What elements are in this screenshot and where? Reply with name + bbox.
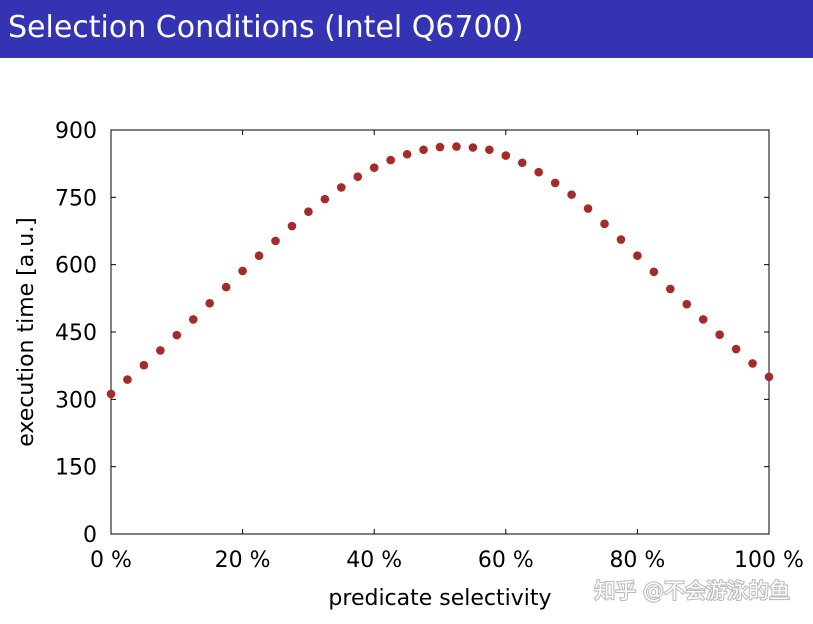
y-tick-label: 900 xyxy=(55,119,97,144)
data-point xyxy=(402,149,412,159)
data-point xyxy=(172,330,182,340)
data-point xyxy=(468,143,478,152)
data-point xyxy=(600,219,609,229)
data-point xyxy=(517,158,527,168)
y-tick-label: 600 xyxy=(55,254,97,279)
slide-title: Selection Conditions (Intel Q6700) xyxy=(8,10,524,45)
data-point xyxy=(304,207,313,216)
data-point xyxy=(435,142,445,152)
data-point xyxy=(254,251,264,260)
data-point xyxy=(452,142,461,151)
data-point xyxy=(369,163,379,173)
data-point xyxy=(123,375,132,384)
plot-border xyxy=(110,129,770,535)
y-tick-label: 750 xyxy=(55,186,97,211)
data-point xyxy=(534,167,543,177)
data-point xyxy=(271,236,280,246)
data-point xyxy=(320,194,330,204)
data-point xyxy=(550,178,560,188)
data-point xyxy=(337,183,346,192)
data-points xyxy=(106,142,774,399)
data-point xyxy=(583,204,593,213)
data-point xyxy=(188,315,198,324)
y-axis-ticks: 0 150 300 450 600 750 900 xyxy=(55,119,769,548)
x-tick-label: 40 % xyxy=(346,548,402,573)
y-tick-label: 300 xyxy=(55,388,97,413)
y-tick-label: 450 xyxy=(55,321,97,346)
x-axis-ticks: 0 % 20 % 40 % 60 % 80 % 100 % xyxy=(90,130,804,573)
x-tick-label: 80 % xyxy=(609,548,665,573)
y-axis-label: execution time [a.u.] xyxy=(14,217,39,446)
data-point xyxy=(485,145,494,155)
data-point xyxy=(419,145,428,155)
x-tick-label: 60 % xyxy=(478,548,534,573)
data-point xyxy=(731,344,741,354)
x-axis-label: predicate selectivity xyxy=(328,586,551,611)
y-tick-label: 0 xyxy=(83,523,97,548)
x-tick-label: 20 % xyxy=(215,548,271,573)
data-point xyxy=(698,315,708,324)
data-point xyxy=(156,346,165,355)
y-tick-label: 150 xyxy=(55,456,97,481)
data-point xyxy=(205,298,214,308)
data-point xyxy=(616,235,626,244)
data-point xyxy=(287,221,297,231)
data-point xyxy=(748,359,757,368)
data-point xyxy=(221,282,231,292)
plot-frame xyxy=(110,129,770,535)
data-point xyxy=(666,284,675,294)
data-point xyxy=(567,190,576,199)
data-point xyxy=(238,266,247,276)
x-tick-label: 100 % xyxy=(734,548,804,573)
data-point xyxy=(386,155,395,165)
data-point xyxy=(353,172,363,181)
data-point xyxy=(633,251,642,260)
data-point xyxy=(764,372,774,382)
data-point xyxy=(106,389,116,399)
watermark-text: 知乎 @不会游泳的鱼 xyxy=(594,579,790,603)
x-tick-label: 0 % xyxy=(90,548,132,573)
data-point xyxy=(501,151,511,160)
data-point xyxy=(139,360,149,370)
data-point xyxy=(715,330,724,339)
data-point xyxy=(682,299,692,309)
slide-title-bar: Selection Conditions (Intel Q6700) xyxy=(0,0,813,58)
data-point xyxy=(649,267,659,277)
